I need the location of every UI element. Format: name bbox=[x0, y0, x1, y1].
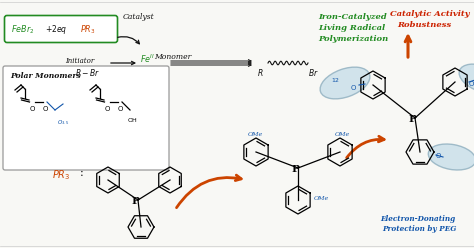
Text: :: : bbox=[80, 168, 84, 178]
Text: $R$: $R$ bbox=[257, 67, 264, 78]
Text: O: O bbox=[351, 85, 356, 91]
Text: $Br$: $Br$ bbox=[308, 67, 319, 78]
Text: Catalyst: Catalyst bbox=[123, 13, 155, 21]
Text: 12: 12 bbox=[331, 79, 339, 84]
Text: O: O bbox=[469, 81, 474, 87]
Text: Electron-Donating: Electron-Donating bbox=[380, 215, 455, 223]
Text: Polymerization: Polymerization bbox=[318, 35, 388, 43]
Text: Protection by PEG: Protection by PEG bbox=[382, 225, 456, 233]
FancyBboxPatch shape bbox=[4, 15, 118, 42]
Text: $+ 2eq$: $+ 2eq$ bbox=[45, 23, 67, 36]
Text: P: P bbox=[131, 197, 139, 207]
Text: $R-Br$: $R-Br$ bbox=[75, 67, 100, 78]
Ellipse shape bbox=[428, 144, 474, 170]
Text: Initiator: Initiator bbox=[65, 57, 94, 65]
Text: O: O bbox=[436, 153, 441, 159]
FancyArrowPatch shape bbox=[118, 37, 139, 44]
Text: OH: OH bbox=[128, 118, 138, 123]
Text: $PR_3$: $PR_3$ bbox=[80, 23, 96, 35]
Text: OMe: OMe bbox=[314, 196, 329, 201]
Text: Robustness: Robustness bbox=[397, 21, 451, 29]
Text: $FeBr_2$: $FeBr_2$ bbox=[11, 23, 34, 35]
Text: Polar Monomers: Polar Monomers bbox=[10, 72, 81, 80]
Text: $PR_3$: $PR_3$ bbox=[52, 168, 71, 182]
Text: $Fe^{II}$: $Fe^{II}$ bbox=[140, 53, 155, 65]
Text: $O_{3.5}$: $O_{3.5}$ bbox=[57, 118, 69, 127]
Text: OMe: OMe bbox=[335, 131, 350, 136]
Text: O: O bbox=[105, 106, 110, 112]
Text: Catalytic Activity: Catalytic Activity bbox=[390, 10, 470, 18]
FancyBboxPatch shape bbox=[3, 66, 169, 170]
FancyArrowPatch shape bbox=[176, 175, 241, 208]
FancyArrowPatch shape bbox=[346, 136, 384, 158]
Text: O: O bbox=[30, 106, 36, 112]
Text: Monomer: Monomer bbox=[154, 53, 191, 61]
Text: Iron-Catalyzed: Iron-Catalyzed bbox=[318, 13, 387, 21]
Text: O: O bbox=[43, 106, 48, 112]
Text: P: P bbox=[408, 116, 416, 124]
Ellipse shape bbox=[459, 64, 474, 94]
Text: OMe: OMe bbox=[248, 131, 263, 136]
Text: Living Radical: Living Radical bbox=[318, 24, 385, 32]
Text: O: O bbox=[118, 106, 123, 112]
Ellipse shape bbox=[320, 67, 370, 99]
Text: P: P bbox=[291, 165, 299, 175]
